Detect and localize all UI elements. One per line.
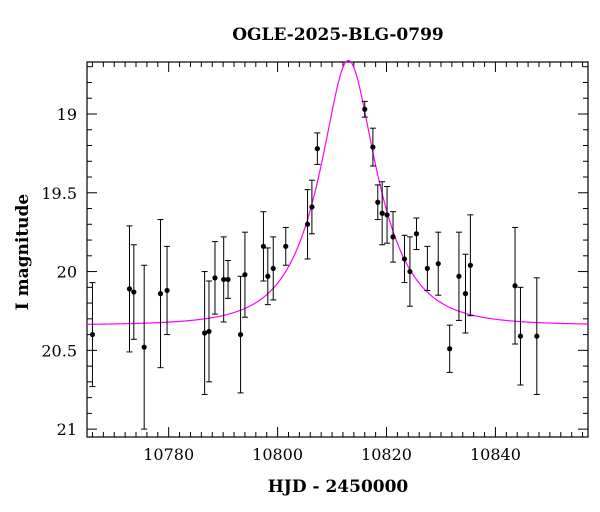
x-tick-label: 10800 <box>252 445 303 464</box>
data-point <box>126 286 133 292</box>
x-tick-label: 10820 <box>361 445 412 464</box>
data-point <box>141 344 147 350</box>
data-point <box>512 283 518 289</box>
y-tick-label: 20 <box>57 263 77 282</box>
data-point <box>242 272 248 278</box>
data-point <box>447 346 453 352</box>
data-point <box>270 265 276 272</box>
data-point <box>221 276 227 283</box>
data-point <box>462 291 469 297</box>
data-point <box>202 330 208 336</box>
data-point <box>164 287 170 294</box>
data-point <box>384 212 390 218</box>
data-point <box>456 273 462 279</box>
y-tick-label: 19.5 <box>41 184 77 203</box>
data-point <box>407 268 413 275</box>
data-point <box>225 276 231 283</box>
plot-frame <box>86 61 589 438</box>
data-point <box>304 221 311 227</box>
x-axis-label: HJD - 2450000 <box>268 477 409 497</box>
data-point <box>89 331 96 338</box>
x-tick-label: 10780 <box>143 445 194 464</box>
data-point <box>370 144 376 150</box>
x-tick-label: 10840 <box>470 445 521 464</box>
data-point <box>413 231 420 237</box>
data-point <box>260 243 267 249</box>
data-point <box>390 234 396 240</box>
data-point <box>206 328 212 335</box>
data-point <box>467 262 473 268</box>
data-point <box>517 333 524 339</box>
data-point <box>534 333 540 339</box>
plot-area: 10780 10800 10820 10840 19 19.5 20 20.5 21 <box>41 59 589 464</box>
y-tick-label: 20.5 <box>41 341 77 360</box>
data-point <box>131 289 137 295</box>
data-point <box>265 273 271 279</box>
y-tick-label: 19 <box>57 105 77 124</box>
data-point <box>375 199 381 205</box>
data-point <box>212 275 218 281</box>
data-point <box>379 210 385 216</box>
data-point <box>424 265 430 272</box>
chart-title: OGLE-2025-BLG-0799 <box>232 25 444 45</box>
data-point <box>309 204 315 210</box>
data-point <box>237 331 244 338</box>
y-axis-label: I magnitude <box>13 194 33 311</box>
y-tick-label: 21 <box>57 420 77 439</box>
data-point <box>362 106 368 112</box>
model-curve <box>86 59 589 325</box>
data-point <box>157 291 164 297</box>
data-point <box>314 146 320 152</box>
data-point <box>435 261 441 267</box>
data-point <box>283 243 289 249</box>
data-point <box>401 256 408 262</box>
